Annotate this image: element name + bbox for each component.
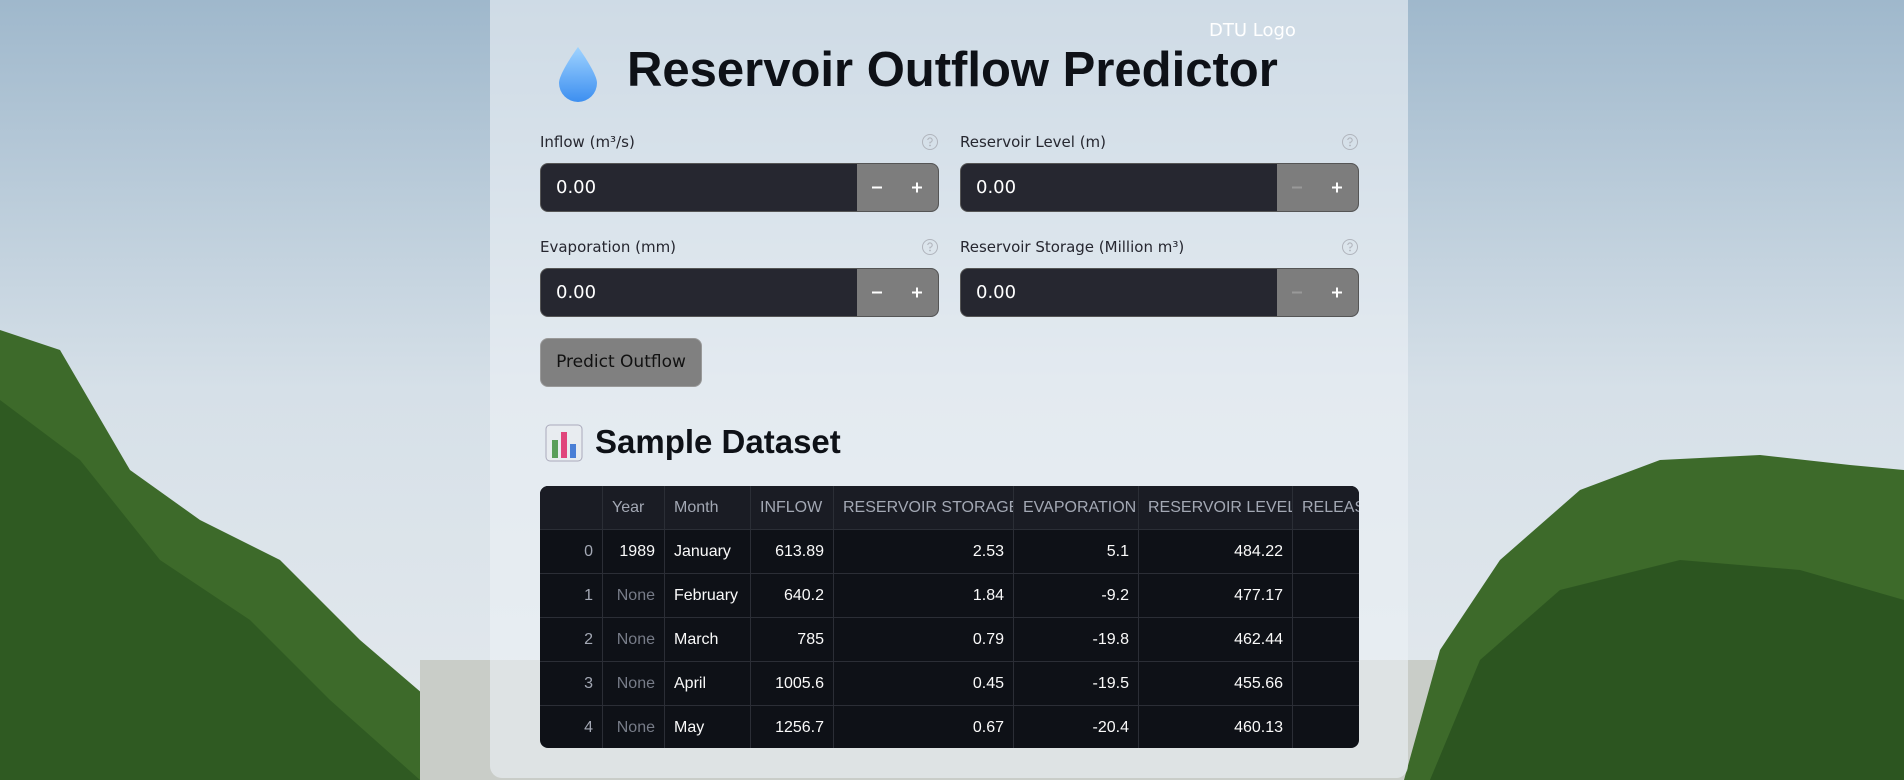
table-cell: 1005.6 [751, 662, 834, 706]
table-cell [1293, 706, 1359, 748]
section-title: Sample Dataset [595, 423, 841, 460]
predict-button[interactable]: Predict Outflow [540, 338, 702, 387]
row-index: 1 [540, 574, 603, 618]
column-header: INFLOW [751, 486, 834, 530]
table-cell [1293, 662, 1359, 706]
table-cell: April [665, 662, 751, 706]
index-header [540, 486, 603, 530]
help-icon[interactable] [1341, 238, 1359, 256]
number-input[interactable]: 0.00 [540, 268, 939, 317]
table-cell: 785 [751, 618, 834, 662]
table-cell: None [603, 662, 665, 706]
table-cell: 1.84 [834, 574, 1014, 618]
column-header: Month [665, 486, 751, 530]
stepper [1277, 164, 1358, 211]
field-label: Reservoir Storage (Million m³) [960, 238, 1185, 256]
table-cell: 640.2 [751, 574, 834, 618]
drop-icon [559, 47, 597, 102]
table-cell: 455.66 [1139, 662, 1293, 706]
table-cell: -20.4 [1014, 706, 1139, 748]
input-value: 0.00 [976, 177, 1017, 198]
help-icon[interactable] [1341, 133, 1359, 151]
table-cell: 1989 [603, 530, 665, 574]
table-cell: 0.67 [834, 706, 1014, 748]
table-cell: -9.2 [1014, 574, 1139, 618]
table-cell: None [603, 706, 665, 748]
field-label: Evaporation (mm) [540, 238, 677, 256]
page-title: Reservoir Outflow Predictor [627, 43, 1278, 97]
table-cell: 613.89 [751, 530, 834, 574]
table-cell: 477.17 [1139, 574, 1293, 618]
column-header: RESERVOIR LEVEL [1139, 486, 1293, 530]
table-cell: 2.53 [834, 530, 1014, 574]
help-icon[interactable] [921, 238, 939, 256]
table-cell: -19.5 [1014, 662, 1139, 706]
table-cell: 5.1 [1014, 530, 1139, 574]
column-header: Year [603, 486, 665, 530]
stepper [857, 269, 938, 316]
stepper-buttons[interactable] [857, 269, 938, 316]
number-input[interactable]: 0.00 [960, 268, 1359, 317]
table-cell: 460.13 [1139, 706, 1293, 748]
table-cell: May [665, 706, 751, 748]
column-header: EVAPORATION [1014, 486, 1139, 530]
logo: DTU Logo [1209, 20, 1296, 41]
table-cell: February [665, 574, 751, 618]
row-index: 2 [540, 618, 603, 662]
table-cell: 462.44 [1139, 618, 1293, 662]
row-index: 3 [540, 662, 603, 706]
column-header: RESERVOIR STORAGE [834, 486, 1014, 530]
stepper [1277, 269, 1358, 316]
input-value: 0.00 [556, 282, 597, 303]
stepper [857, 164, 938, 211]
row-index: 0 [540, 530, 603, 574]
table-cell: March [665, 618, 751, 662]
stepper-buttons[interactable] [1277, 164, 1358, 211]
stepper-buttons[interactable] [1277, 269, 1358, 316]
number-input[interactable]: 0.00 [960, 163, 1359, 212]
column-header: RELEASE [1293, 486, 1359, 530]
table-cell: 1256.7 [751, 706, 834, 748]
field-label: Reservoir Level (m) [960, 133, 1107, 151]
table-cell: None [603, 618, 665, 662]
table-cell: 484.22 [1139, 530, 1293, 574]
row-index: 4 [540, 706, 603, 748]
field-label: Inflow (m³/s) [540, 133, 635, 151]
table-cell: 0.79 [834, 618, 1014, 662]
input-value: 0.00 [976, 282, 1017, 303]
table-cell [1293, 618, 1359, 662]
table-cell [1293, 574, 1359, 618]
stepper-buttons[interactable] [857, 164, 938, 211]
table-cell: January [665, 530, 751, 574]
chart-icon [545, 424, 583, 462]
data-table: Year Month INFLOW RESERVOIR STORAGE EVAPORAT… [540, 486, 1359, 748]
table-cell [1293, 530, 1359, 574]
number-input[interactable]: 0.00 [540, 163, 939, 212]
input-value: 0.00 [556, 177, 597, 198]
table-cell: 0.45 [834, 662, 1014, 706]
table-cell: None [603, 574, 665, 618]
table-cell: -19.8 [1014, 618, 1139, 662]
help-icon[interactable] [921, 133, 939, 151]
